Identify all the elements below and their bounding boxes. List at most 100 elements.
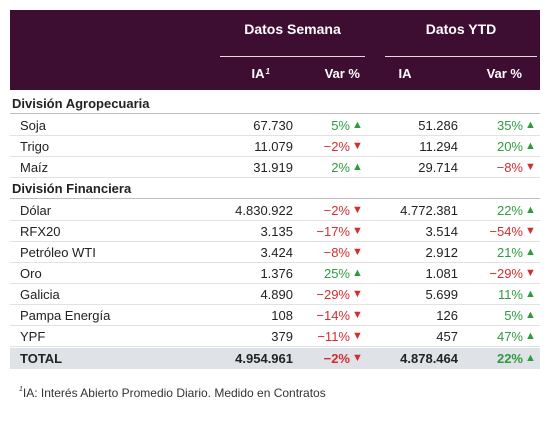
triangle-up-icon: ▲ bbox=[525, 288, 536, 300]
triangle-up-icon: ▲ bbox=[352, 267, 363, 279]
triangle-up-icon: ▲ bbox=[525, 140, 536, 152]
var-ytd-value: 21% bbox=[496, 245, 523, 260]
triangle-up-icon: ▲ bbox=[525, 119, 536, 131]
ia-ytd-value: 457 bbox=[436, 329, 458, 344]
table-row: Galicia 4.890 −29% ▼ 5.699 11% ▲ bbox=[10, 284, 540, 305]
ia-week-value: 4.830.922 bbox=[235, 203, 293, 218]
table-header: Datos Semana Datos YTD IA1 Var % IA Var … bbox=[10, 10, 540, 90]
var-ytd-value: −29% bbox=[489, 266, 523, 281]
col-header-ia-ytd: IA bbox=[398, 66, 412, 81]
table-row: Dólar 4.830.922 −2% ▼ 4.772.381 22% ▲ bbox=[10, 200, 540, 221]
footnote-marker: 1 bbox=[19, 386, 23, 393]
triangle-down-icon: ▼ bbox=[352, 225, 363, 237]
ia-week-value: 108 bbox=[271, 308, 293, 323]
triangle-down-icon: ▼ bbox=[525, 267, 536, 279]
ia-ytd-value: 1.081 bbox=[425, 266, 458, 281]
section-divider bbox=[10, 113, 540, 114]
var-ytd-value: 11% bbox=[497, 287, 523, 302]
row-name: Maíz bbox=[20, 160, 49, 175]
var-ytd-value: 35% bbox=[496, 118, 523, 133]
var-ytd-value: 22% bbox=[496, 203, 523, 218]
var-week-value: 25% bbox=[323, 266, 350, 281]
triangle-up-icon: ▲ bbox=[525, 204, 536, 216]
var-ytd-value: 5% bbox=[504, 308, 523, 323]
row-name: Oro bbox=[20, 266, 42, 281]
ia-week-value: 4.954.961 bbox=[235, 351, 293, 366]
ia-week-value: 31.919 bbox=[253, 160, 293, 175]
var-week-value: −14% bbox=[316, 308, 350, 323]
row-name: TOTAL bbox=[20, 351, 63, 366]
row-name: Trigo bbox=[20, 139, 50, 154]
triangle-down-icon: ▼ bbox=[352, 140, 363, 152]
triangle-down-icon: ▼ bbox=[525, 161, 536, 173]
row-name: RFX20 bbox=[20, 224, 61, 239]
ia-week-value: 3.424 bbox=[260, 245, 293, 260]
group-header-week: Datos Semana bbox=[244, 21, 341, 37]
ia-ytd-value: 3.514 bbox=[425, 224, 458, 239]
triangle-up-icon: ▲ bbox=[525, 246, 536, 258]
ia-ytd-value: 4.878.464 bbox=[400, 351, 458, 366]
group-header-ytd: Datos YTD bbox=[425, 21, 497, 37]
total-row: TOTAL 4.954.961 −2% ▼ 4.878.464 22% ▲ bbox=[10, 348, 540, 369]
group-divider-ytd bbox=[385, 56, 537, 57]
var-week-value: −11% bbox=[317, 329, 350, 344]
table-row: Petróleo WTI 3.424 −8% ▼ 2.912 21% ▲ bbox=[10, 242, 540, 263]
col-header-var-week: Var % bbox=[324, 66, 360, 81]
section-header: División Financiera bbox=[12, 181, 132, 196]
section-divider bbox=[10, 198, 540, 199]
ia-ytd-value: 2.912 bbox=[425, 245, 458, 260]
var-ytd-value: 47% bbox=[496, 329, 523, 344]
triangle-down-icon: ▼ bbox=[352, 309, 363, 321]
ia-ytd-value: 29.714 bbox=[418, 160, 458, 175]
col-header-ia-label: IA bbox=[251, 66, 265, 81]
triangle-up-icon: ▲ bbox=[525, 352, 536, 364]
ia-week-value: 11.079 bbox=[254, 139, 293, 154]
table-row: Oro 1.376 25% ▲ 1.081 −29% ▼ bbox=[10, 263, 540, 284]
group-divider-week bbox=[220, 56, 365, 57]
col-header-ia-week: IA1 bbox=[200, 60, 270, 88]
var-week-value: −8% bbox=[323, 245, 350, 260]
triangle-up-icon: ▲ bbox=[352, 161, 363, 173]
var-week-value: −2% bbox=[323, 203, 350, 218]
var-week-value: 5% bbox=[331, 118, 350, 133]
ia-ytd-value: 11.294 bbox=[419, 139, 458, 154]
triangle-up-icon: ▲ bbox=[352, 119, 363, 131]
triangle-down-icon: ▼ bbox=[352, 352, 363, 364]
var-week-value: −2% bbox=[323, 351, 350, 366]
triangle-up-icon: ▲ bbox=[525, 309, 536, 321]
row-name: Dólar bbox=[20, 203, 52, 218]
ia-week-value: 3.135 bbox=[260, 224, 293, 239]
ia-week-value: 4.890 bbox=[260, 287, 293, 302]
footnote-marker: 1 bbox=[265, 67, 270, 76]
var-week-value: 2% bbox=[331, 160, 350, 175]
table-row: RFX20 3.135 −17% ▼ 3.514 −54% ▼ bbox=[10, 221, 540, 242]
ia-ytd-value: 4.772.381 bbox=[400, 203, 458, 218]
table-row: Soja 67.730 5% ▲ 51.286 35% ▲ bbox=[10, 115, 540, 136]
row-name: Pampa Energía bbox=[20, 308, 111, 323]
table-row: Pampa Energía 108 −14% ▼ 126 5% ▲ bbox=[10, 305, 540, 326]
section-header: División Agropecuaria bbox=[12, 96, 150, 111]
triangle-down-icon: ▼ bbox=[525, 225, 536, 237]
ia-week-value: 67.730 bbox=[253, 118, 293, 133]
footnote-text: IA: Interés Abierto Promedio Diario. Med… bbox=[22, 386, 326, 400]
var-ytd-value: −54% bbox=[489, 224, 523, 239]
triangle-down-icon: ▼ bbox=[352, 204, 363, 216]
table-row: YPF 379 −11% ▼ 457 47% ▲ bbox=[10, 326, 540, 347]
ia-week-value: 1.376 bbox=[260, 266, 293, 281]
var-ytd-value: −8% bbox=[496, 160, 523, 175]
var-week-value: −2% bbox=[323, 139, 350, 154]
table-row: Maíz 31.919 2% ▲ 29.714 −8% ▼ bbox=[10, 157, 540, 178]
ia-ytd-value: 51.286 bbox=[418, 118, 458, 133]
col-header-var-ytd: Var % bbox=[486, 66, 522, 81]
table-row: Trigo 11.079 −2% ▼ 11.294 20% ▲ bbox=[10, 136, 540, 157]
var-week-value: −17% bbox=[316, 224, 350, 239]
row-name: YPF bbox=[20, 329, 46, 344]
triangle-down-icon: ▼ bbox=[352, 246, 363, 258]
triangle-down-icon: ▼ bbox=[352, 288, 363, 300]
row-name: Soja bbox=[20, 118, 47, 133]
triangle-down-icon: ▼ bbox=[352, 330, 363, 342]
var-week-value: −29% bbox=[316, 287, 350, 302]
var-ytd-value: 22% bbox=[496, 351, 523, 366]
footnote: 1IA: Interés Abierto Promedio Diario. Me… bbox=[19, 386, 326, 400]
